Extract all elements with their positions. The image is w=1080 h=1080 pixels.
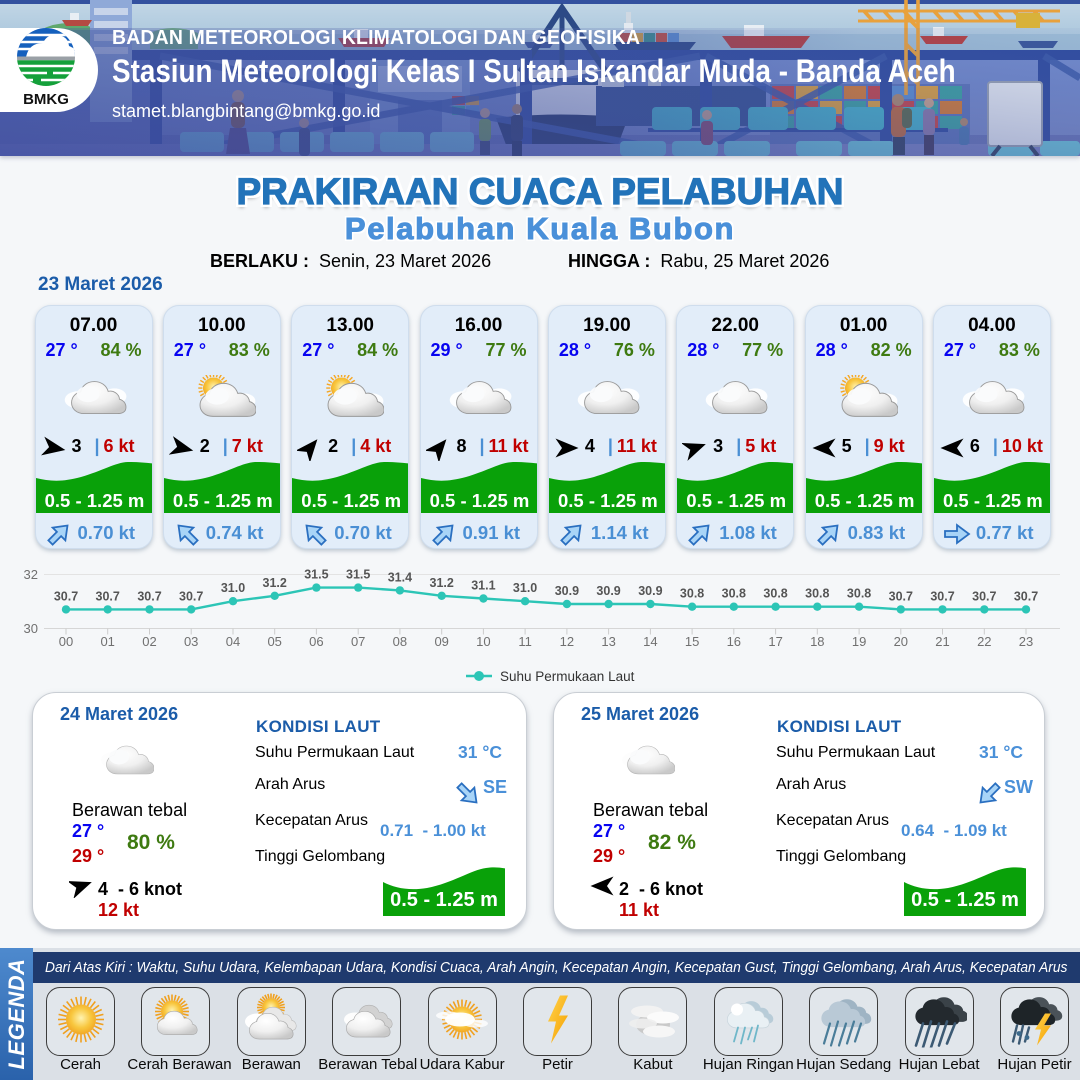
- svg-text:30.8: 30.8: [847, 587, 871, 601]
- svg-text:20: 20: [894, 634, 908, 649]
- svg-text:07: 07: [351, 634, 365, 649]
- svg-text:30.7: 30.7: [1014, 589, 1038, 603]
- svg-text:30.8: 30.8: [722, 587, 746, 601]
- svg-text:31.1: 31.1: [471, 579, 495, 593]
- svg-text:00: 00: [59, 634, 73, 649]
- svg-text:30.7: 30.7: [137, 589, 161, 603]
- svg-text:30.9: 30.9: [596, 584, 620, 598]
- svg-text:BMKG: BMKG: [23, 91, 69, 108]
- svg-text:31.2: 31.2: [430, 576, 454, 590]
- svg-text:30.8: 30.8: [763, 587, 787, 601]
- svg-text:05: 05: [267, 634, 281, 649]
- svg-text:30.8: 30.8: [680, 587, 704, 601]
- svg-text:31.4: 31.4: [388, 570, 412, 584]
- svg-text:31.2: 31.2: [263, 576, 287, 590]
- svg-text:30.7: 30.7: [54, 589, 78, 603]
- svg-text:30.7: 30.7: [889, 589, 913, 603]
- svg-text:30.8: 30.8: [805, 587, 829, 601]
- svg-text:30.7: 30.7: [930, 589, 954, 603]
- svg-text:31.0: 31.0: [513, 581, 537, 595]
- svg-text:30.7: 30.7: [972, 589, 996, 603]
- svg-text:04: 04: [226, 634, 240, 649]
- svg-text:03: 03: [184, 634, 198, 649]
- svg-text:11: 11: [518, 634, 532, 649]
- svg-text:23: 23: [1019, 634, 1033, 649]
- svg-text:10: 10: [476, 634, 490, 649]
- svg-text:31.0: 31.0: [221, 581, 245, 595]
- svg-text:06: 06: [309, 634, 323, 649]
- svg-text:30.9: 30.9: [638, 584, 662, 598]
- svg-text:14: 14: [643, 634, 657, 649]
- svg-text:17: 17: [768, 634, 782, 649]
- svg-text:13: 13: [601, 634, 615, 649]
- svg-text:02: 02: [142, 634, 156, 649]
- svg-text:16: 16: [727, 634, 741, 649]
- svg-text:30.7: 30.7: [179, 589, 203, 603]
- svg-text:19: 19: [852, 634, 866, 649]
- svg-text:30.9: 30.9: [555, 584, 579, 598]
- svg-text:22: 22: [977, 634, 991, 649]
- svg-text:Suhu Permukaan Laut: Suhu Permukaan Laut: [500, 669, 635, 684]
- svg-text:09: 09: [434, 634, 448, 649]
- svg-text:15: 15: [685, 634, 699, 649]
- svg-text:30: 30: [24, 621, 38, 636]
- svg-text:18: 18: [810, 634, 824, 649]
- svg-text:08: 08: [393, 634, 407, 649]
- svg-text:01: 01: [100, 634, 114, 649]
- svg-text:31.5: 31.5: [346, 568, 370, 582]
- svg-text:12: 12: [560, 634, 574, 649]
- svg-text:32: 32: [24, 567, 38, 582]
- svg-text:21: 21: [935, 634, 949, 649]
- svg-text:30.7: 30.7: [96, 589, 120, 603]
- svg-text:31.5: 31.5: [304, 568, 328, 582]
